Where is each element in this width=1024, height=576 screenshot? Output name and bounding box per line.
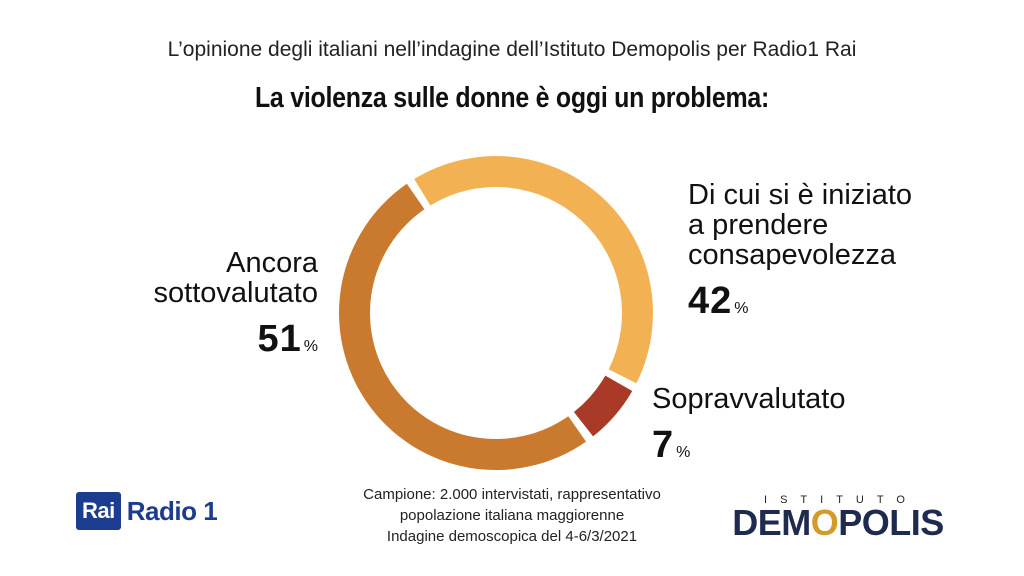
slice-value-consapevolezza: 42% [688, 280, 749, 323]
label-line: Di cui si è iniziato [688, 179, 913, 211]
label-line: Ancora [226, 247, 318, 279]
slice-ancora-sottovalutato [339, 183, 587, 470]
label-line: sottovalutato [153, 277, 318, 309]
survey-footnote: Campione: 2.000 intervistati, rappresent… [312, 484, 712, 547]
slice-value-sopravvalutato: 7% [652, 424, 690, 467]
logo-part: DEM [732, 502, 811, 543]
rai-radio1-logo: Rai Radio 1 [76, 492, 218, 530]
value-number: 42 [688, 280, 733, 322]
slice-label-sopravvalutato: Sopravvalutato [652, 384, 912, 414]
demopolis-logo: ISTITUTO DEMOPOLIS [718, 494, 958, 541]
radio1-logo-text: Radio 1 [126, 495, 218, 526]
label-line: Sopravvalutato [652, 383, 846, 415]
logo-part: POLIS [838, 502, 944, 543]
chart-title: La violenza sulle donne è oggi un proble… [254, 82, 770, 114]
slice-sopravvalutato [573, 375, 633, 437]
value-unit: % [734, 300, 749, 317]
label-line: consapevolezza [688, 239, 896, 271]
slice-label-ancora-sottovalutato: Ancora sottovalutato [120, 248, 318, 308]
footnote-line-2: popolazione italiana maggiorenne [399, 507, 625, 524]
rai-logo-box: Rai [76, 492, 121, 530]
logo-part: O [810, 502, 839, 543]
footnote-line-1: Campione: 2.000 intervistati, rappresent… [363, 486, 661, 503]
slice-label-consapevolezza: Di cui si è iniziato a prendere consapevol… [688, 180, 988, 270]
chart-subtitle: L’opinione degli italiani nell’indagine … [167, 38, 857, 61]
footnote-line-3: Indagine demoscopica del 4-6/3/2021 [386, 528, 638, 545]
value-unit: % [676, 444, 691, 461]
label-line: a prendere [688, 209, 829, 241]
slice-consapevolezza [414, 155, 654, 384]
demopolis-logo-top: ISTITUTO [764, 494, 918, 506]
slice-value-ancora-sottovalutato: 51% [180, 318, 318, 361]
value-number: 51 [257, 318, 302, 360]
demopolis-logo-main: DEMOPOLIS [718, 505, 958, 541]
value-number: 7 [652, 424, 675, 466]
value-unit: % [303, 338, 318, 355]
